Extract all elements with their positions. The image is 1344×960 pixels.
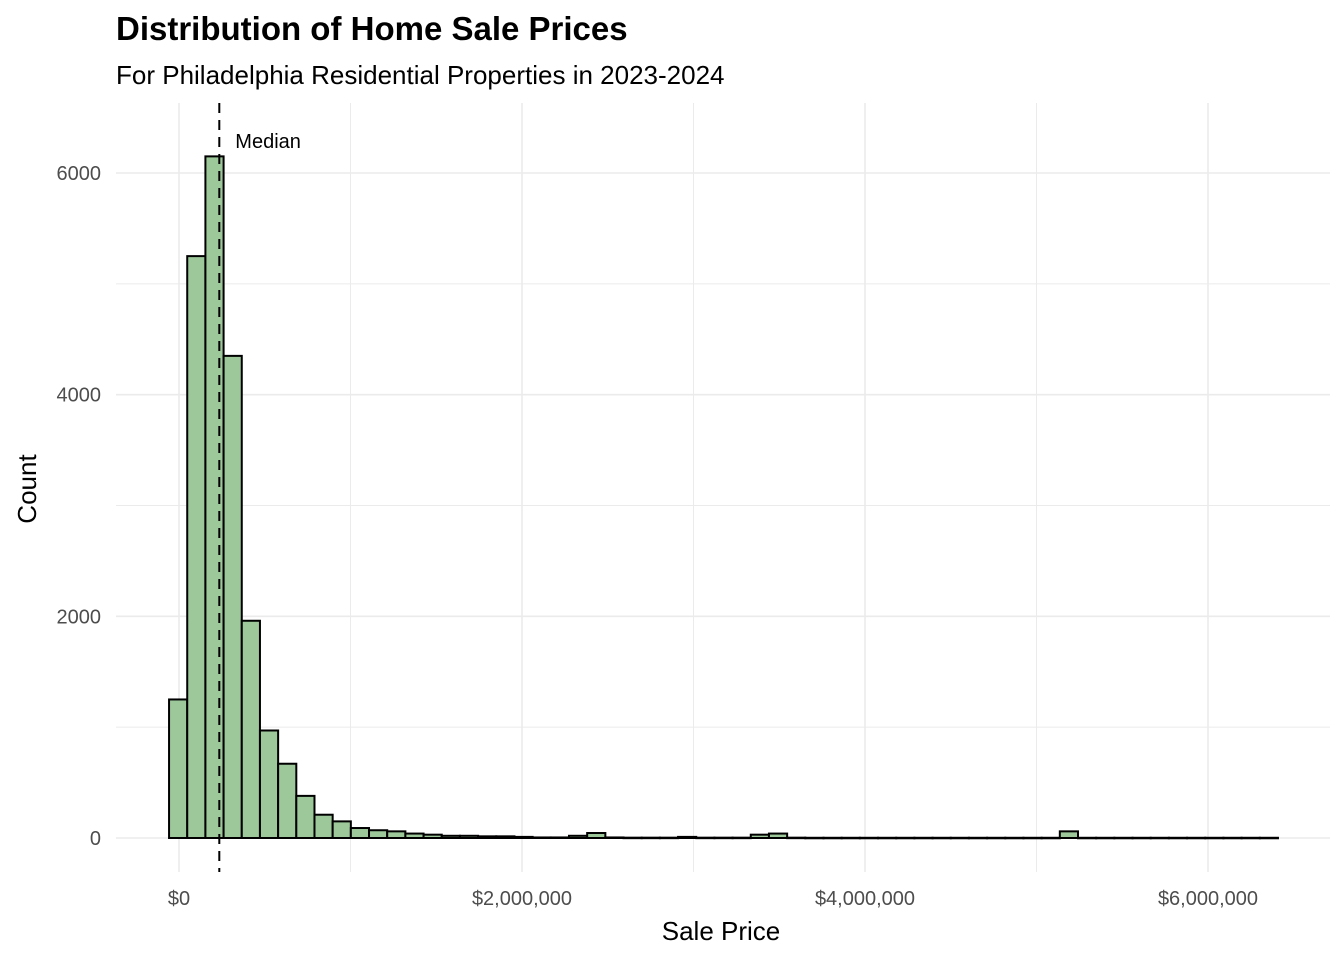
histogram-bar <box>949 836 970 840</box>
histogram-bar <box>349 827 371 840</box>
histogram-bar <box>931 836 952 840</box>
histogram-bar <box>1113 836 1134 840</box>
histogram-bar <box>1258 836 1279 840</box>
chart-title: Distribution of Home Sale Prices <box>116 10 628 47</box>
histogram-bar <box>1131 836 1152 840</box>
histogram-bar <box>368 829 389 839</box>
histogram-bar <box>458 834 480 839</box>
histogram-bar <box>422 833 443 839</box>
histogram-bars <box>168 155 1279 840</box>
histogram-bar <box>531 836 552 840</box>
y-tick-label: 6000 <box>57 163 102 185</box>
histogram-bar <box>1186 836 1207 840</box>
histogram-bar <box>1167 836 1189 840</box>
histogram-bar <box>1149 836 1170 840</box>
histogram-bar <box>731 836 752 840</box>
histogram-bar <box>677 835 698 839</box>
histogram-bar <box>749 833 770 839</box>
histogram-bar <box>604 836 625 840</box>
histogram-bar <box>786 836 807 840</box>
y-axis-label: Count <box>12 454 42 524</box>
y-axis-ticks: 0 2000 4000 6000 <box>57 163 102 850</box>
histogram-bar <box>1240 836 1261 840</box>
histogram-bar <box>549 836 570 840</box>
histogram-bar <box>804 836 825 840</box>
histogram-bar <box>440 834 461 839</box>
histogram-bar <box>168 698 189 839</box>
histogram-bar <box>1204 836 1225 840</box>
x-axis-label: Sale Price <box>662 916 781 946</box>
median-label: Median <box>235 131 301 153</box>
y-tick-label: 2000 <box>57 606 102 628</box>
histogram-bar <box>695 836 716 840</box>
histogram-bar <box>1095 836 1116 840</box>
histogram-bar <box>1058 830 1080 839</box>
histogram-bar <box>967 836 989 840</box>
histogram-bar <box>1222 836 1243 840</box>
histogram-bar <box>1040 836 1061 840</box>
histogram-bar <box>186 255 207 839</box>
histogram-bar <box>295 794 316 840</box>
histogram-bar <box>858 836 880 840</box>
histogram-bar <box>822 836 843 840</box>
histogram-bar <box>513 835 534 839</box>
histogram-bar <box>331 820 352 839</box>
histogram-bar <box>404 832 425 839</box>
histogram-bar <box>313 813 334 839</box>
gridlines <box>116 103 1330 872</box>
histogram-bar <box>622 836 643 840</box>
histogram-bar <box>986 836 1007 840</box>
histogram-bar <box>1022 836 1043 840</box>
x-tick-label: $2,000,000 <box>472 888 572 910</box>
histogram-bar <box>204 155 225 839</box>
x-axis-ticks: $0 $2,000,000 $4,000,000 $6,000,000 <box>168 888 1258 910</box>
histogram-bar <box>877 836 898 840</box>
histogram-bar <box>586 832 607 840</box>
histogram-bar <box>386 830 407 839</box>
histogram-bar <box>567 834 589 839</box>
histogram-bar <box>640 836 661 840</box>
histogram-bar <box>477 835 498 840</box>
histogram-bar <box>1077 836 1098 840</box>
histogram-bar <box>713 836 734 840</box>
histogram-bar <box>495 835 516 840</box>
y-tick-label: 4000 <box>57 385 102 407</box>
histogram-bar <box>840 836 861 840</box>
histogram-bar <box>1004 836 1025 840</box>
histogram-bar <box>222 354 243 839</box>
x-tick-label: $0 <box>168 888 190 910</box>
histogram-bar <box>258 729 280 839</box>
histogram-bar <box>913 836 934 840</box>
x-tick-label: $4,000,000 <box>815 888 915 910</box>
histogram-bar <box>658 836 680 840</box>
y-tick-label: 0 <box>90 828 101 850</box>
histogram-bar <box>767 832 789 839</box>
histogram-bar <box>277 762 298 839</box>
median-marker: Median <box>218 103 301 872</box>
chart-subtitle: For Philadelphia Residential Properties … <box>116 60 725 90</box>
x-tick-label: $6,000,000 <box>1158 888 1258 910</box>
histogram-bar <box>240 619 261 839</box>
histogram-bar <box>895 836 916 840</box>
